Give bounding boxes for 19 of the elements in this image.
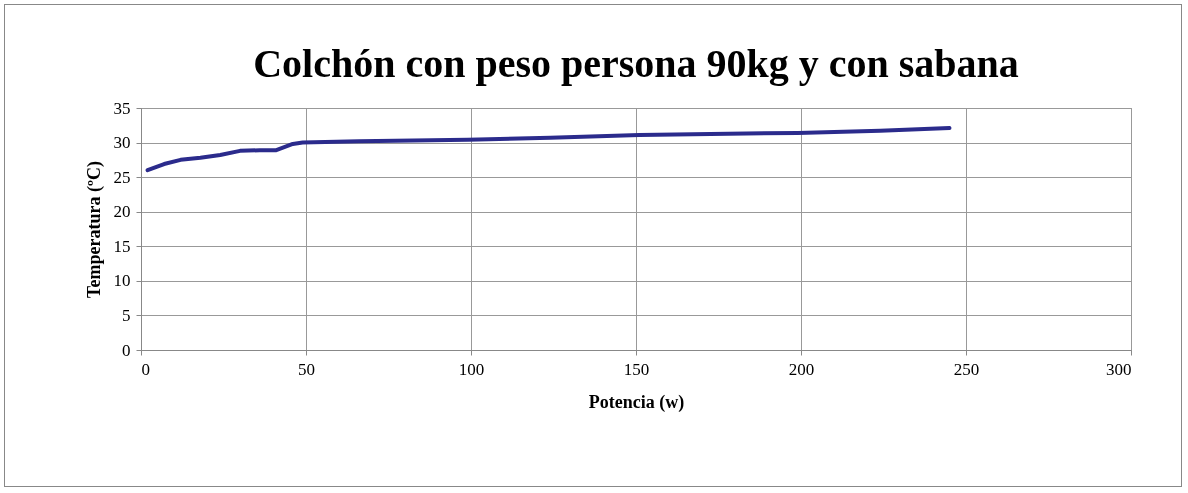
- y-axis-title: Temperatura (ºC): [83, 161, 105, 298]
- x-tick-label: 200: [788, 359, 815, 379]
- y-tick-label: 0: [122, 340, 131, 360]
- y-tick-label: 5: [122, 305, 131, 325]
- x-tick-label: 150: [623, 359, 650, 379]
- chart-title: Colchón con peso persona 90kg y con sabana: [253, 41, 1019, 86]
- x-tick-label: 0: [141, 359, 150, 379]
- y-tick-label: 30: [113, 133, 131, 153]
- x-tick-label: 250: [953, 359, 980, 379]
- y-tick-label: 15: [113, 236, 131, 256]
- y-tick-label: 35: [113, 98, 131, 118]
- x-tick-label: 50: [298, 359, 315, 379]
- line-series: [145, 126, 952, 173]
- y-tick-label: 25: [113, 167, 131, 187]
- x-tick-label: 300: [1106, 359, 1132, 379]
- y-tick-label: 10: [113, 271, 131, 291]
- x-tick-label: 100: [458, 359, 485, 379]
- y-tick-label: 20: [113, 202, 131, 222]
- x-axis-title: Potencia (w): [588, 391, 685, 413]
